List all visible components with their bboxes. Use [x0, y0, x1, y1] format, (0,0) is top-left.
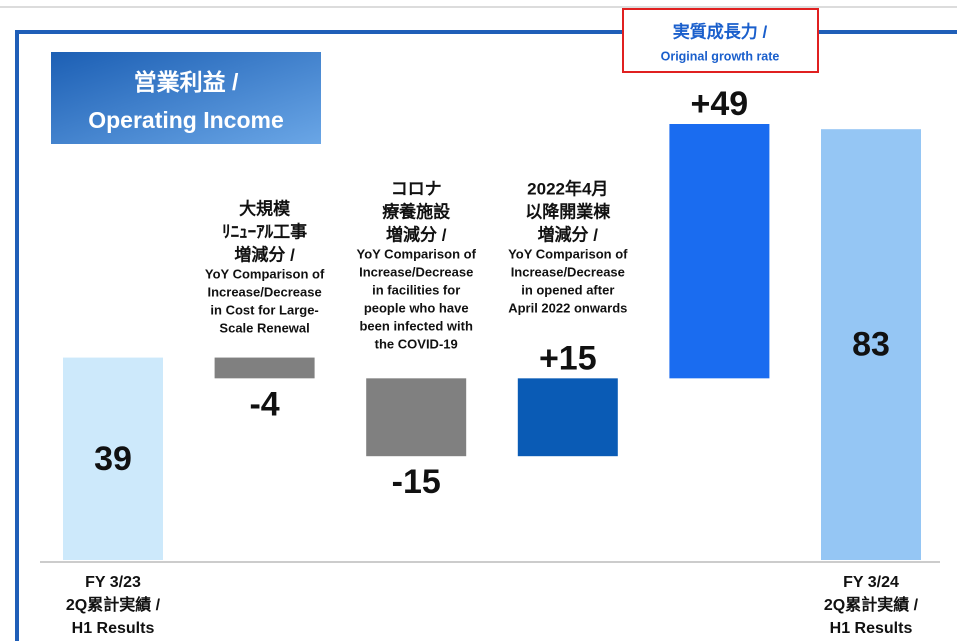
title-box — [51, 52, 321, 144]
x-tick-label: H1 Results — [72, 620, 155, 637]
x-tick-label: 療養施設 — [382, 201, 451, 221]
x-tick-label: April 2022 onwards — [508, 300, 627, 315]
x-tick-label: Increase/Decrease — [511, 264, 625, 279]
x-tick-label: 以降開業棟 — [525, 201, 611, 221]
bar — [366, 378, 467, 457]
value-label: -15 — [392, 463, 441, 501]
x-tick-label: 2Q累計実績 / — [66, 595, 161, 614]
x-tick-label: YoY Comparison of — [205, 266, 325, 281]
bar — [821, 129, 921, 560]
x-tick-label: 大規模 — [239, 198, 291, 218]
x-tick-label: people who have — [364, 300, 469, 315]
x-tick-label: 2022年4月 — [527, 178, 608, 198]
chart-title: 営業利益 / — [134, 69, 239, 95]
x-tick-label: FY 3/24 — [843, 574, 899, 591]
x-tick-label: in opened after — [521, 282, 614, 297]
x-tick-label: H1 Results — [830, 620, 913, 637]
value-label: -4 — [249, 385, 279, 423]
x-tick-label: been infected with — [359, 318, 472, 333]
value-label: 83 — [852, 326, 890, 364]
bar — [63, 357, 163, 560]
bar — [517, 378, 618, 457]
x-tick-label: 増減分 / — [234, 244, 295, 264]
x-tick-label: 増減分 / — [386, 224, 447, 244]
highlight-label: 実質成長力 / — [673, 21, 768, 41]
bar — [669, 124, 770, 379]
x-tick-label: YoY Comparison of — [356, 246, 476, 261]
value-label: +49 — [691, 85, 749, 123]
x-tick-label: in facilities for — [372, 282, 460, 297]
x-tick-label: YoY Comparison of — [508, 246, 628, 261]
chart-title: Operating Income — [88, 107, 284, 133]
highlight-label: Original growth rate — [661, 49, 780, 63]
value-label: 39 — [94, 440, 132, 478]
x-tick-label: 増減分 / — [538, 224, 599, 244]
x-tick-label: Scale Renewal — [219, 320, 309, 335]
x-tick-label: in Cost for Large- — [210, 302, 318, 317]
x-tick-label: コロナ — [391, 179, 442, 198]
x-tick-label: the COVID-19 — [375, 336, 458, 351]
x-tick-label: Increase/Decrease — [359, 264, 473, 279]
x-tick-label: ﾘﾆｭｰｱﾙ工事 — [222, 222, 307, 241]
highlight-box — [622, 8, 819, 73]
x-tick-label: 2Q累計実績 / — [824, 595, 919, 614]
x-tick-label: FY 3/23 — [85, 574, 141, 591]
value-label: +15 — [539, 339, 597, 377]
x-tick-label: Increase/Decrease — [207, 284, 321, 299]
bar — [214, 357, 315, 379]
